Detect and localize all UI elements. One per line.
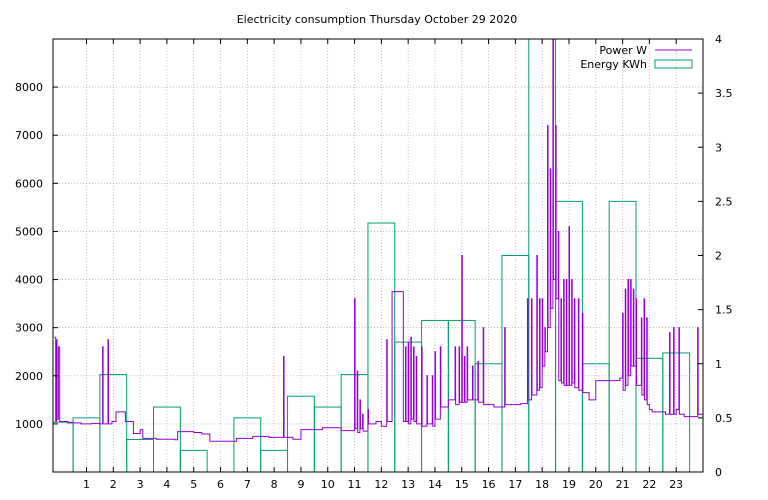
grid-layer <box>53 39 703 472</box>
y-right-tick-label: 0 <box>715 466 722 479</box>
y-right-tick-label: 3.5 <box>715 87 733 100</box>
chart-title: Electricity consumption Thursday October… <box>237 13 518 26</box>
x-tick-label: 18 <box>535 478 549 491</box>
x-tick-label: 9 <box>297 478 304 491</box>
legend-label-energy: Energy KWh <box>580 58 647 71</box>
legend-label-power: Power W <box>599 44 647 57</box>
legend-swatch-energy <box>654 59 693 69</box>
x-tick-label: 21 <box>616 478 630 491</box>
y-left-tick-label: 5000 <box>15 225 43 238</box>
axes: 1 2 3 4 5 6 7 8 9 10 11 12 13 14 15 16 17 18 19 20 21 22 23100… <box>15 33 733 491</box>
y-right-tick-label: 0.5 <box>715 412 733 425</box>
energy-bar <box>52 421 74 473</box>
x-tick-label: 16 <box>482 478 496 491</box>
y-left-tick-label: 4000 <box>15 274 43 287</box>
x-tick-label: 19 <box>562 478 576 491</box>
x-tick-label: 2 <box>110 478 117 491</box>
x-tick-label: 13 <box>401 478 415 491</box>
energy-bar <box>367 222 396 473</box>
x-tick-label: 20 <box>589 478 603 491</box>
x-tick-label: 14 <box>428 478 442 491</box>
y-left-tick-label: 2000 <box>15 370 43 383</box>
x-tick-label: 7 <box>244 478 251 491</box>
x-tick-label: 6 <box>217 478 224 491</box>
x-tick-label: 4 <box>163 478 170 491</box>
power-series <box>54 38 703 442</box>
x-tick-label: 5 <box>190 478 197 491</box>
x-tick-label: 12 <box>374 478 388 491</box>
x-tick-label: 17 <box>508 478 522 491</box>
y-left-tick-label: 6000 <box>15 177 43 190</box>
energy-series <box>52 38 691 473</box>
x-tick-label: 8 <box>271 478 278 491</box>
x-tick-label: 11 <box>348 478 362 491</box>
x-tick-label: 1 <box>83 478 90 491</box>
y-right-tick-label: 1.5 <box>715 304 733 317</box>
y-left-tick-label: 3000 <box>15 322 43 335</box>
y-right-tick-label: 4 <box>715 33 722 46</box>
plot-frame <box>52 38 704 473</box>
y-left-tick-label: 8000 <box>15 81 43 94</box>
x-tick-label: 3 <box>137 478 144 491</box>
y-left-tick-label: 1000 <box>15 418 43 431</box>
y-left-tick-label: 7000 <box>15 129 43 142</box>
y-right-tick-label: 3 <box>715 141 722 154</box>
legend: Power W Energy KWh <box>580 44 693 71</box>
power-line <box>54 38 703 442</box>
y-right-tick-label: 1 <box>715 358 722 371</box>
x-tick-label: 22 <box>642 478 656 491</box>
y-right-tick-label: 2.5 <box>715 195 733 208</box>
y-right-tick-label: 2 <box>715 250 722 263</box>
x-tick-label: 15 <box>455 478 469 491</box>
x-tick-label: 10 <box>321 478 335 491</box>
x-tick-label: 23 <box>669 478 683 491</box>
